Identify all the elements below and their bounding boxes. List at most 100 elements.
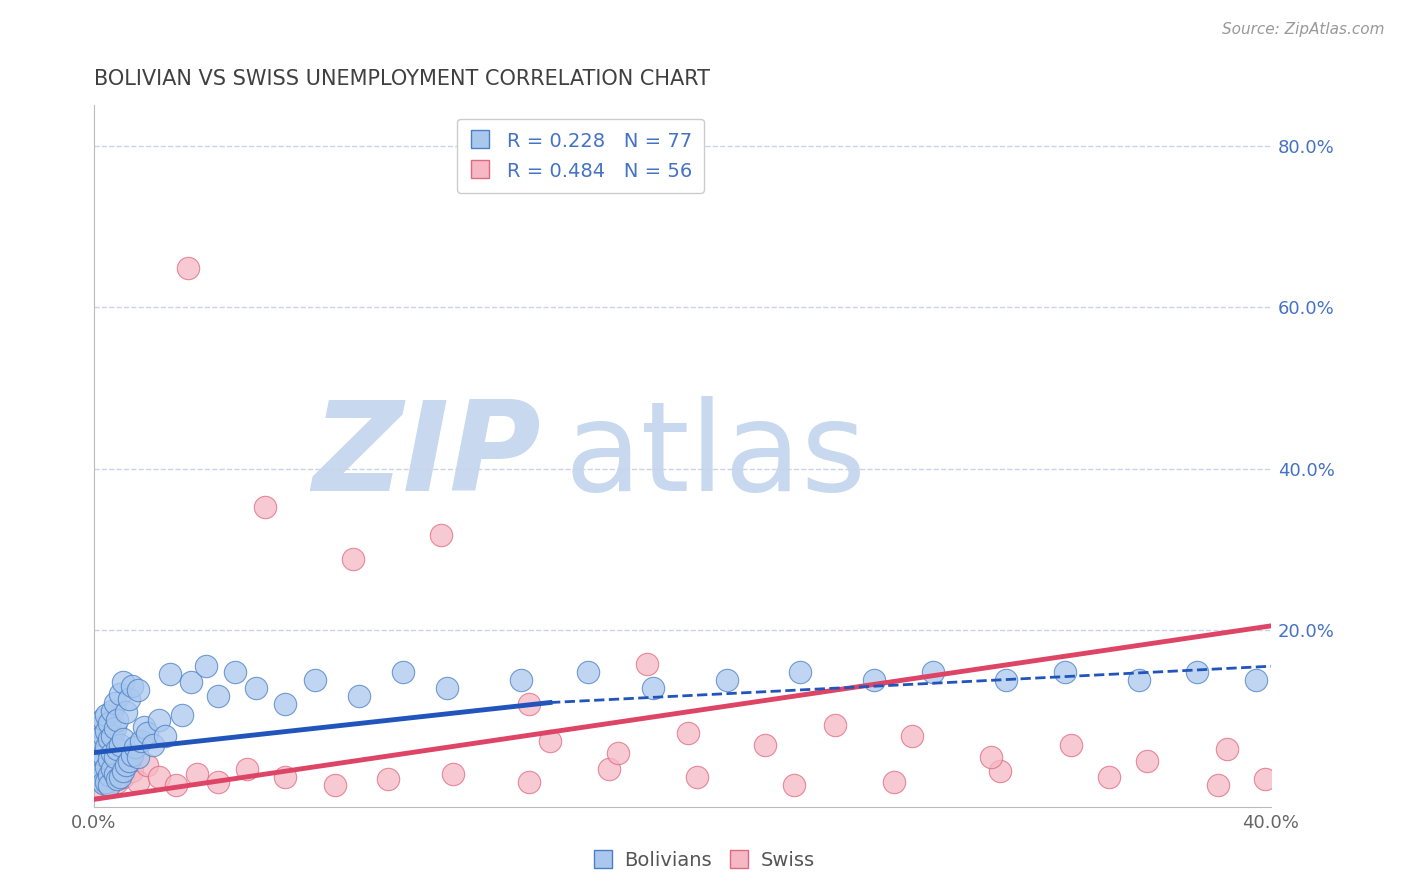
Point — [103, 722, 125, 736]
Point — [441, 766, 464, 780]
Legend: Bolivians, Swiss: Bolivians, Swiss — [583, 843, 823, 878]
Point — [224, 665, 246, 679]
Point — [207, 774, 229, 789]
Point — [430, 527, 453, 541]
Point — [100, 730, 122, 744]
Point — [172, 707, 194, 722]
Point — [127, 683, 149, 698]
Point — [186, 766, 208, 780]
Text: BOLIVIAN VS SWISS UNEMPLOYMENT CORRELATION CHART: BOLIVIAN VS SWISS UNEMPLOYMENT CORRELATI… — [94, 69, 710, 88]
Point — [1254, 772, 1277, 787]
Point — [89, 736, 111, 750]
Point — [377, 772, 399, 787]
Point — [194, 659, 217, 673]
Point — [127, 750, 149, 764]
Point — [678, 726, 700, 740]
Point — [94, 774, 117, 789]
Point — [538, 734, 561, 748]
Point — [686, 770, 709, 784]
Point — [118, 754, 141, 768]
Point — [103, 696, 125, 710]
Point — [115, 705, 138, 719]
Point — [148, 770, 170, 784]
Point — [97, 715, 120, 730]
Point — [89, 720, 111, 734]
Point — [519, 774, 541, 789]
Point — [1098, 770, 1121, 784]
Point — [86, 778, 108, 792]
Point — [97, 747, 120, 762]
Point — [107, 772, 129, 787]
Point — [97, 778, 120, 792]
Point — [97, 768, 120, 782]
Point — [91, 764, 114, 779]
Point — [107, 742, 129, 756]
Point — [112, 675, 135, 690]
Point — [304, 673, 326, 687]
Point — [118, 691, 141, 706]
Point — [132, 720, 155, 734]
Point — [1128, 673, 1150, 687]
Point — [91, 723, 114, 738]
Point — [100, 746, 122, 760]
Point — [100, 772, 122, 787]
Point — [91, 774, 114, 789]
Point — [97, 752, 120, 766]
Point — [110, 756, 132, 770]
Point — [245, 681, 267, 695]
Point — [121, 680, 143, 694]
Y-axis label: Unemployment: Unemployment — [0, 392, 8, 520]
Point — [1206, 778, 1229, 792]
Point — [236, 762, 259, 776]
Point — [598, 762, 620, 776]
Point — [436, 681, 458, 695]
Point — [148, 714, 170, 728]
Point — [94, 770, 117, 784]
Point — [112, 731, 135, 746]
Point — [862, 673, 884, 687]
Point — [883, 774, 905, 789]
Point — [97, 731, 120, 746]
Point — [1244, 673, 1267, 687]
Point — [606, 746, 628, 760]
Point — [1216, 742, 1239, 756]
Text: ZIP: ZIP — [312, 396, 541, 516]
Point — [110, 688, 132, 702]
Point — [274, 770, 297, 784]
Point — [94, 738, 117, 752]
Point — [107, 774, 129, 789]
Point — [342, 552, 364, 566]
Point — [1187, 665, 1209, 679]
Point — [94, 739, 117, 754]
Point — [754, 738, 776, 752]
Point — [107, 714, 129, 728]
Point — [347, 689, 370, 703]
Point — [100, 762, 122, 776]
Text: atlas: atlas — [565, 396, 868, 516]
Point — [89, 772, 111, 787]
Point — [995, 673, 1018, 687]
Point — [165, 778, 187, 792]
Text: Source: ZipAtlas.com: Source: ZipAtlas.com — [1222, 22, 1385, 37]
Point — [901, 730, 924, 744]
Point — [103, 750, 125, 764]
Point — [89, 764, 111, 779]
Point — [636, 657, 658, 671]
Point — [86, 744, 108, 758]
Point — [91, 776, 114, 790]
Point — [323, 778, 346, 792]
Point — [100, 704, 122, 718]
Point — [127, 774, 149, 789]
Point — [86, 754, 108, 768]
Point — [716, 673, 738, 687]
Point — [1060, 738, 1083, 752]
Point — [91, 752, 114, 766]
Point — [392, 665, 415, 679]
Point — [103, 742, 125, 756]
Point — [112, 770, 135, 784]
Point — [121, 764, 143, 779]
Point — [103, 766, 125, 780]
Point — [135, 758, 157, 772]
Point — [159, 667, 181, 681]
Point — [576, 665, 599, 679]
